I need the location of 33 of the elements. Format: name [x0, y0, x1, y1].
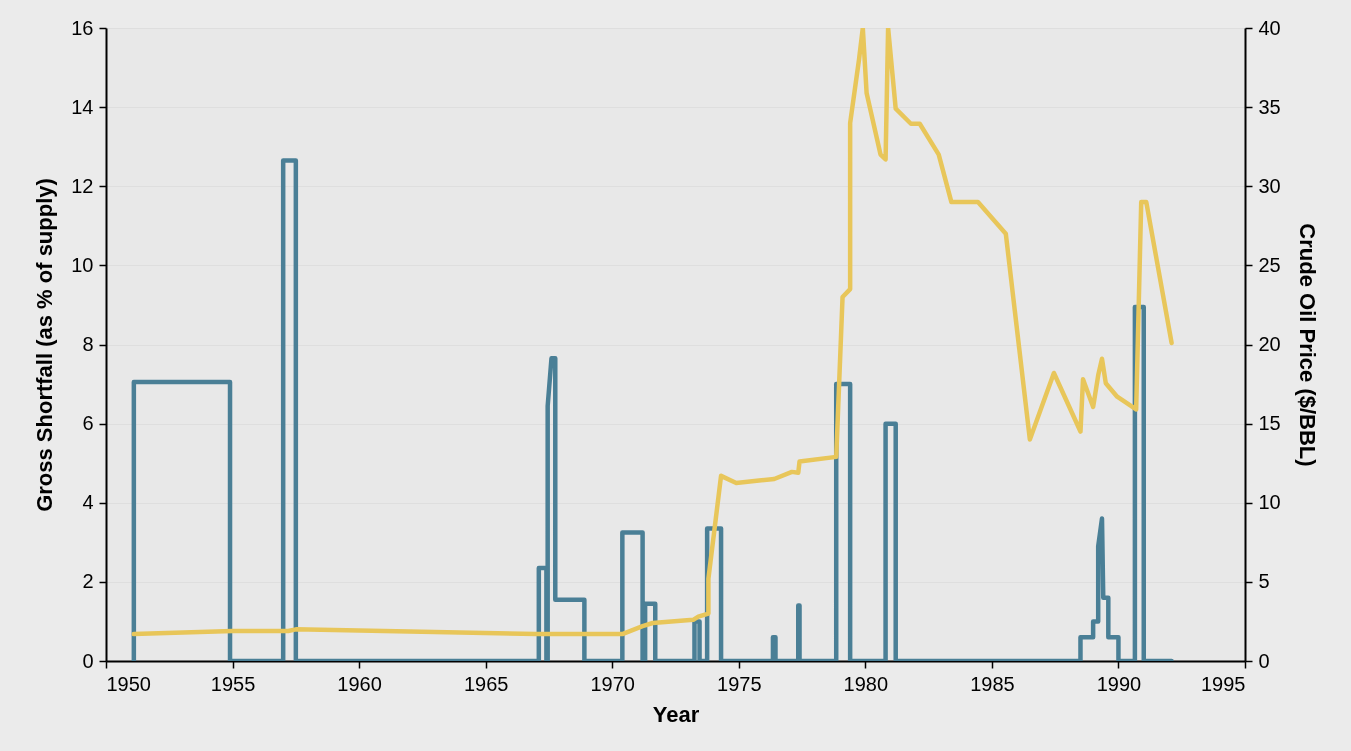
y-tick-label: 14 [71, 95, 94, 118]
x-tick-label: 1980 [843, 672, 889, 695]
y2-tick-label: 35 [1258, 95, 1281, 118]
y2-tick-label: 0 [1258, 649, 1270, 672]
y-tick-label: 8 [82, 333, 94, 355]
x-tick-label: 1990 [1096, 672, 1142, 695]
x-tick-label: 1995 [1201, 672, 1246, 695]
y-tick-label: 6 [82, 412, 94, 435]
x-tick-label: 1985 [970, 672, 1015, 695]
y2-tick-label: 40 [1258, 16, 1281, 39]
line-series [131, 158, 1174, 661]
y-axis-title: Gross Shortfall (as % of supply) [32, 178, 58, 512]
x-tick-label: 1975 [717, 672, 762, 695]
y2-tick-label: 5 [1258, 570, 1270, 593]
y2-tick-label: 10 [1258, 491, 1281, 514]
y-tick-label: 12 [71, 174, 94, 197]
x-axis-title: Year [652, 701, 700, 727]
line-series [131, 28, 1174, 637]
y-tick-label: 10 [71, 253, 94, 276]
x-tick-label: 1955 [210, 672, 256, 695]
y2-tick-label: 25 [1258, 253, 1281, 276]
y-tick-label: 0 [82, 649, 94, 672]
y-tick-label: 4 [82, 491, 94, 514]
y2-tick-label: 15 [1258, 412, 1281, 435]
x-tick-label: 1960 [337, 672, 382, 695]
x-tick-label: 1965 [463, 672, 509, 695]
y2-axis-title: Crude Oil Price ($/BBL) [1294, 223, 1320, 467]
x-tick-label: 1950 [106, 672, 151, 695]
x-tick-label: 1970 [590, 672, 635, 695]
y-tick-label: 16 [71, 16, 94, 39]
y-tick-label: 2 [82, 570, 94, 593]
y2-tick-label: 30 [1258, 174, 1281, 197]
y2-tick-label: 20 [1258, 333, 1281, 355]
